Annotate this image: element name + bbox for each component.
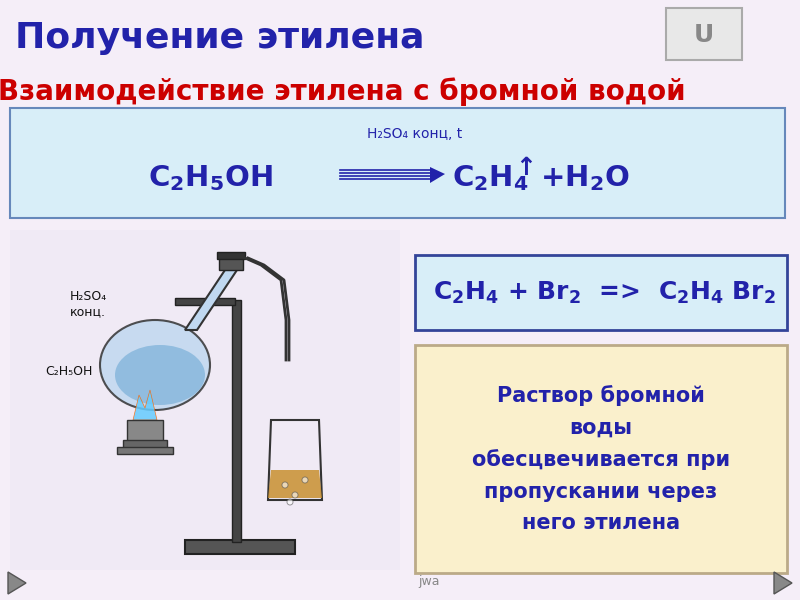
Circle shape (292, 492, 298, 498)
FancyBboxPatch shape (666, 8, 742, 60)
Text: $\mathdefault{C_2H_4}$: $\mathdefault{C_2H_4}$ (452, 163, 528, 193)
Polygon shape (133, 390, 157, 420)
FancyBboxPatch shape (10, 108, 785, 218)
Text: Раствор бромной
воды
обесцвечивается при
пропускании через
него этилена: Раствор бромной воды обесцвечивается при… (472, 385, 730, 533)
Text: Взаимодействие этилена с бромной водой: Взаимодействие этилена с бромной водой (0, 77, 686, 106)
Text: Получение этилена: Получение этилена (15, 21, 425, 55)
Polygon shape (430, 167, 445, 183)
Bar (123, 440, 167, 448)
Polygon shape (185, 270, 237, 330)
Bar (117, 447, 173, 454)
Bar (185, 540, 295, 554)
Bar (127, 420, 163, 442)
Circle shape (287, 499, 293, 505)
Text: ↑: ↑ (515, 156, 536, 180)
Text: $\mathdefault{+ H_2O}$: $\mathdefault{+ H_2O}$ (540, 163, 630, 193)
Text: jwa: jwa (418, 575, 439, 589)
Text: C₂H₅OH: C₂H₅OH (45, 365, 92, 378)
Bar (217, 252, 245, 259)
Bar (175, 298, 235, 305)
Bar (219, 256, 243, 270)
Ellipse shape (115, 345, 205, 405)
FancyBboxPatch shape (415, 255, 787, 330)
Polygon shape (8, 572, 26, 594)
Text: U: U (694, 23, 714, 47)
Circle shape (302, 477, 308, 483)
Text: H₂SO₄ конц, t: H₂SO₄ конц, t (367, 127, 462, 141)
Polygon shape (774, 572, 792, 594)
Text: H₂SO₄
конц.: H₂SO₄ конц. (70, 290, 107, 318)
Polygon shape (268, 470, 322, 498)
Circle shape (282, 482, 288, 488)
Text: $\mathdefault{C_2H_5OH}$: $\mathdefault{C_2H_5OH}$ (148, 163, 272, 193)
Ellipse shape (100, 320, 210, 410)
Text: $\mathdefault{C_2H_4}$ + $\mathdefault{Br_2}$  =>  $\mathdefault{C_2H_4\ Br_2}$: $\mathdefault{C_2H_4}$ + $\mathdefault{B… (433, 280, 776, 305)
FancyBboxPatch shape (10, 230, 400, 570)
FancyBboxPatch shape (415, 345, 787, 573)
Bar (232, 300, 241, 542)
